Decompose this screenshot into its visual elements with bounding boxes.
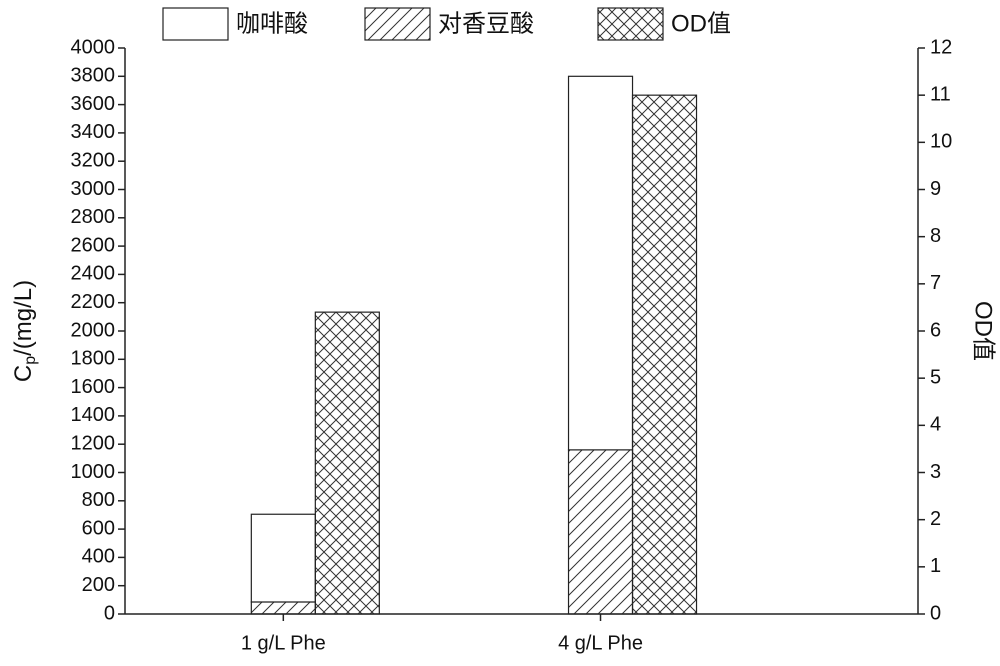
- y-tick-label: 3800: [71, 65, 116, 87]
- y2-tick-label: 10: [930, 131, 952, 153]
- y2-tick-label: 9: [930, 178, 941, 200]
- bar: [567, 75, 634, 451]
- y-tick-label: 1800: [71, 348, 116, 370]
- y-label-main: C: [10, 365, 37, 382]
- y-tick-label: 800: [82, 489, 115, 511]
- y2-tick-label: 11: [930, 83, 951, 105]
- legend-label: 对香豆酸: [438, 10, 534, 37]
- y-label-rest: /(mg/L): [10, 280, 37, 356]
- y2-tick-label: 0: [930, 602, 941, 624]
- y-label-sub: p: [22, 356, 39, 365]
- y-tick-label: 1400: [71, 404, 116, 426]
- y-tick-label: 4000: [71, 36, 116, 58]
- y2-tick-label: 5: [930, 366, 941, 388]
- y-tick-label: 2000: [71, 319, 116, 341]
- x-tick-label: 1 g/L Phe: [241, 632, 326, 654]
- y2-axis-label: OD值: [970, 301, 997, 361]
- y-tick-label: 200: [82, 574, 115, 596]
- legend-swatch: [597, 7, 664, 41]
- y-tick-label: 2400: [71, 263, 116, 285]
- legend-swatch: [162, 7, 229, 41]
- y-tick-label: 400: [82, 546, 115, 568]
- y-tick-label: 0: [104, 602, 115, 624]
- y2-tick-label: 6: [930, 319, 941, 341]
- y-tick-label: 2800: [71, 206, 116, 228]
- y-tick-label: 3200: [71, 149, 116, 171]
- y2-tick-label: 7: [930, 272, 941, 294]
- y-tick-label: 600: [82, 517, 115, 539]
- y-tick-label: 1200: [71, 432, 116, 454]
- y-tick-label: 1000: [71, 461, 116, 483]
- y2-tick-label: 3: [930, 461, 941, 483]
- y2-tick-label: 4: [930, 414, 941, 436]
- y2-tick-label: 1: [930, 555, 941, 577]
- y2-tick-label: 8: [930, 225, 941, 247]
- bar: [250, 601, 316, 615]
- y-tick-label: 3000: [71, 178, 116, 200]
- legend-label: 咖啡酸: [236, 10, 308, 37]
- legend-label: OD值: [671, 10, 731, 37]
- y-tick-label: 3600: [71, 93, 116, 115]
- y-tick-label: 2200: [71, 291, 116, 313]
- y2-tick-label: 12: [930, 36, 952, 58]
- bar: [314, 311, 380, 615]
- bar: [631, 94, 698, 615]
- y-tick-label: 3400: [71, 121, 116, 143]
- x-tick-label: 4 g/L Phe: [558, 632, 643, 654]
- y-axis-label: Cp/(mg/L): [10, 280, 39, 382]
- bar: [567, 449, 634, 615]
- y2-tick-label: 2: [930, 508, 941, 530]
- y-tick-label: 2600: [71, 234, 116, 256]
- bar: [250, 513, 316, 603]
- legend-swatch: [364, 7, 431, 41]
- y-tick-label: 1600: [71, 376, 116, 398]
